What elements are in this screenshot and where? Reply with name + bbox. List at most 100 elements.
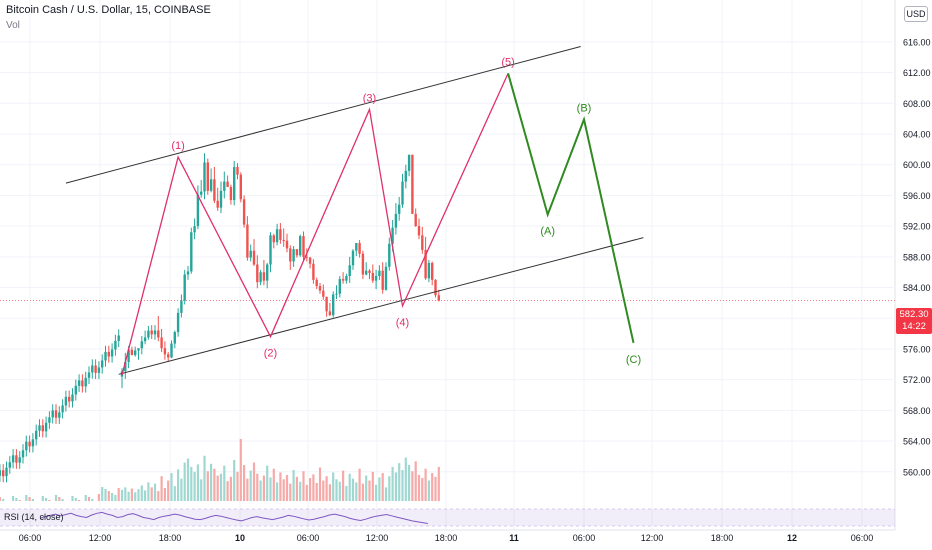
volume-bar <box>101 487 104 501</box>
candle-body <box>246 224 249 258</box>
candle-body <box>272 235 275 243</box>
volume-bar <box>45 498 48 501</box>
candle-body <box>285 240 289 249</box>
candle-body <box>437 295 440 301</box>
volume-bar <box>236 471 239 501</box>
volume-bar <box>213 468 216 501</box>
candle-body <box>318 286 322 291</box>
price-axis[interactable]: 560.00564.00568.00572.00576.00580.00584.… <box>903 37 931 477</box>
candle-body <box>21 450 25 458</box>
candle-body <box>351 250 355 266</box>
rsi-label[interactable]: RSI (14, close) <box>4 512 64 522</box>
time-axis[interactable]: 06:00 12:00 18:00 10 06:00 12:00 18:00 11 06:00 1… <box>19 533 874 543</box>
time-tick-label: 10 <box>235 533 245 543</box>
candle-body <box>110 349 114 357</box>
price-tick-label: 564.00 <box>903 437 931 447</box>
candle-body <box>289 248 292 262</box>
candle-body <box>127 349 130 363</box>
candle-body <box>259 272 262 283</box>
candle-body <box>163 348 167 355</box>
candle-body <box>18 457 21 463</box>
candle-body <box>5 467 8 477</box>
channel-lower-line <box>118 237 644 375</box>
candle-body <box>200 191 203 195</box>
time-tick-label: 18:00 <box>435 533 458 543</box>
candle-body <box>58 412 61 418</box>
wave-label: (A) <box>540 226 555 238</box>
volume-bar <box>107 491 110 501</box>
volume-bar <box>193 471 196 501</box>
volume-bar <box>84 495 87 501</box>
volume-bar <box>206 471 209 501</box>
volume-bar <box>71 496 74 501</box>
volume-bar <box>200 479 203 501</box>
candle-body <box>196 194 200 227</box>
candle-body <box>173 332 176 344</box>
volume-bar <box>391 466 394 501</box>
candle-body <box>371 272 374 281</box>
volume-bar <box>351 478 355 501</box>
volume-bar <box>252 462 256 501</box>
candle-body <box>54 410 58 418</box>
candle-body <box>206 162 209 191</box>
volume-bar <box>150 487 153 501</box>
wave-label: (5) <box>501 56 514 68</box>
volume-bar <box>157 491 160 501</box>
volume-bar <box>186 458 190 501</box>
volume-bar <box>127 491 130 501</box>
volume-bar <box>398 463 401 501</box>
time-tick-label: 12:00 <box>366 533 389 543</box>
volume-bar <box>378 477 381 501</box>
candle-body <box>388 243 391 267</box>
volume-bar <box>114 495 117 501</box>
wave-label: (3) <box>363 92 376 104</box>
candle-body <box>150 330 153 335</box>
candle-body <box>183 274 186 301</box>
volume-bar <box>160 476 163 501</box>
volume-bar <box>74 498 77 501</box>
volume-bar <box>312 474 315 501</box>
candle-body <box>398 204 401 214</box>
volume-bar <box>226 481 229 501</box>
candle-body <box>140 341 143 349</box>
symbol-title[interactable]: Bitcoin Cash / U.S. Dollar, 15, COINBASE <box>6 4 211 16</box>
price-tick-label: 608.00 <box>903 99 931 109</box>
volume-bar <box>381 473 384 501</box>
candle-body <box>279 229 282 240</box>
bar-countdown: 14:22 <box>902 321 926 332</box>
volume-bar <box>41 496 44 501</box>
candle-body <box>87 372 91 378</box>
volume-bar <box>173 486 176 501</box>
volume-bar <box>318 467 322 501</box>
volume-bar <box>338 481 341 501</box>
candle-body <box>160 337 163 349</box>
volume-bar <box>365 475 368 501</box>
wave-label: (1) <box>171 140 184 152</box>
volume-bar <box>153 483 157 501</box>
currency-badge[interactable]: USD <box>904 6 928 22</box>
candle-body <box>186 271 190 275</box>
volume-bar <box>269 477 272 501</box>
volume-bar <box>229 476 232 501</box>
price-tick-label: 600.00 <box>903 160 931 170</box>
volume-bar <box>144 490 147 501</box>
candle-body <box>38 425 41 431</box>
candle-body <box>266 264 269 281</box>
volume-bar <box>295 476 298 501</box>
last-price-value: 582.30 <box>899 309 929 320</box>
volume-bar <box>31 499 34 501</box>
candle-body <box>414 213 417 227</box>
candle-body <box>31 439 35 447</box>
volume-label[interactable]: Vol <box>6 20 20 31</box>
last-price-tag: 582.30 14:22 <box>896 308 932 334</box>
candle-body <box>176 312 180 333</box>
candle-body <box>394 213 398 228</box>
candle-body <box>421 235 424 250</box>
candle-body <box>345 276 348 281</box>
time-tick-label: 12:00 <box>89 533 112 543</box>
price-tick-label: 568.00 <box>903 406 931 416</box>
corrective-wave-path <box>507 73 635 344</box>
volume-bar <box>87 497 91 501</box>
candle-body <box>404 170 407 182</box>
